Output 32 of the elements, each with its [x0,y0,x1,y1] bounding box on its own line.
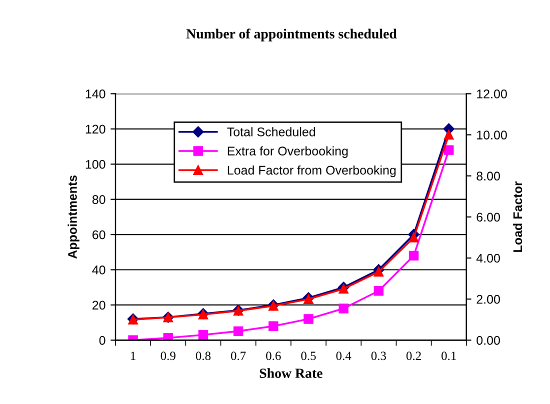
y-tick-label: 120 [86,124,106,134]
y-tick-label: 40 [92,266,106,274]
x-tick-label: 0.5 [301,352,316,360]
legend-label: Load Factor from Overbooking [228,165,396,178]
y-tick-label: 60 [92,230,106,240]
x-tick-label: 0.7 [230,352,246,360]
x-tick-label: 0.4 [336,352,352,360]
y2-tick-label: 12.00 [477,90,507,98]
x-tick-label: 0.2 [406,352,421,360]
y2-tick-label: 2.00 [476,294,500,304]
x-tick-label: 1 [131,352,136,360]
legend-label: Total Scheduled [227,127,316,136]
y-tick-label: 140 [86,90,106,98]
y-tick-label: 100 [86,160,106,169]
y2-axis-title: Load Factor [512,181,522,252]
y-tick-label: 0 [99,336,106,345]
chart-title: Number of appointments scheduled [186,28,397,42]
x-tick-label: 0.9 [160,352,176,360]
x-axis-title: Show Rate [260,368,322,378]
y2-tick-label: 8.00 [476,172,500,181]
y2-tick-label: 0.00 [476,336,500,345]
y2-tick-label: 6.00 [476,212,500,222]
legend-label: Extra for Overbooking [228,146,348,158]
y-tick-label: 80 [92,195,106,204]
x-tick-label: 0.8 [196,352,211,360]
x-tick-label: 0.3 [371,352,386,360]
y-tick-label: 20 [92,300,106,310]
y2-tick-label: 4.00 [476,254,500,263]
y2-tick-label: 10.00 [477,130,507,140]
y-axis-title: Appointments [68,175,80,259]
x-tick-label: 0.1 [442,352,456,360]
x-tick-label: 0.6 [266,352,281,360]
